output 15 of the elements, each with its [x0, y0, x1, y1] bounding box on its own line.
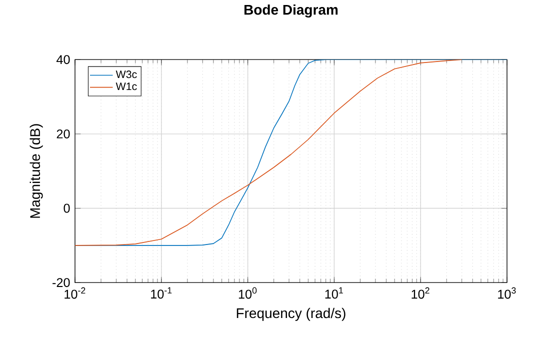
y-tick-label: 20 [56, 130, 70, 139]
y-tick-label: -20 [52, 278, 70, 288]
y-tick-label: 40 [56, 55, 70, 64]
y-axis-title: Magnitude (dB) [30, 124, 43, 218]
chart-title: Bode Diagram [244, 4, 338, 18]
legend-label: W3c [116, 70, 137, 78]
x-tick-label: 10$^{3}$ [498, 288, 516, 299]
x-tick-label: 10$^{1}$ [325, 288, 343, 299]
x-tick-label: 10$^{-2}$ [64, 288, 86, 299]
legend-label: W1c [116, 82, 137, 90]
y-tick-label: 0 [64, 204, 70, 213]
x-tick-label: 10$^{0}$ [238, 288, 257, 299]
x-tick-label: 10$^{2}$ [412, 288, 430, 299]
x-axis-title: Frequency (rad/s) [236, 308, 346, 322]
x-tick-label: 10$^{-1}$ [151, 288, 172, 299]
